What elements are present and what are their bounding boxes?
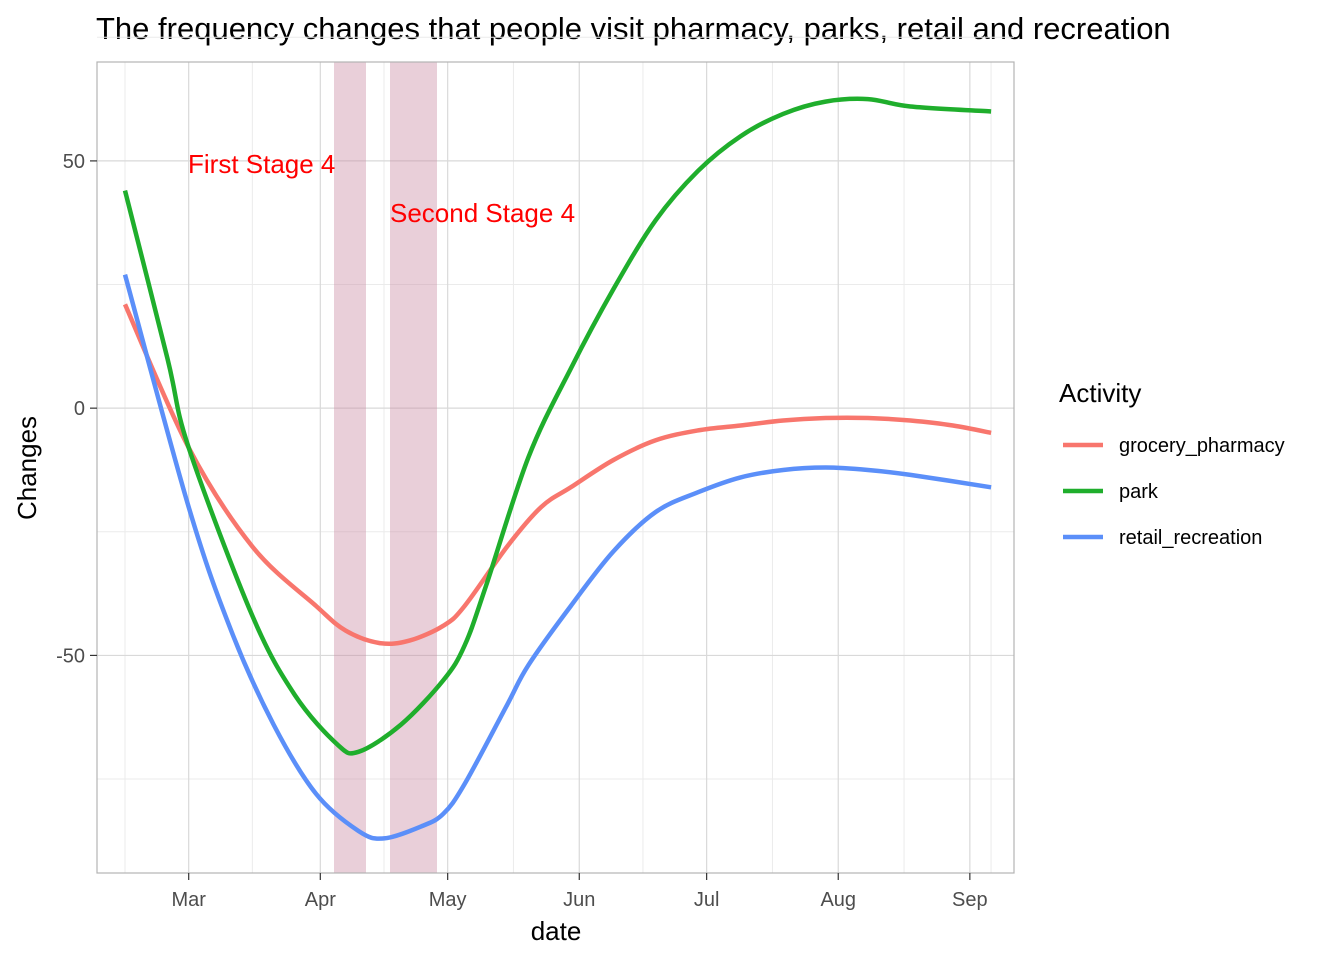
annotation-first-stage-4: First Stage 4 bbox=[188, 149, 335, 179]
y-tick-label: -50 bbox=[56, 645, 85, 667]
y-tick-label: 0 bbox=[74, 398, 85, 420]
first-stage-4-band bbox=[334, 62, 366, 873]
series-line-grocery_pharmacy bbox=[122, 303, 992, 647]
legend-label-park: park bbox=[1119, 481, 1159, 503]
stage-4-shading bbox=[334, 62, 437, 873]
y-tick-label: 50 bbox=[63, 151, 85, 173]
x-axis: Mar Apr May Jun Jul Aug Sep bbox=[171, 873, 988, 911]
plot-panel bbox=[96, 36, 1015, 874]
x-axis-title: date bbox=[531, 916, 582, 946]
x-tick-label: Mar bbox=[171, 889, 206, 911]
second-stage-4-band bbox=[390, 62, 437, 873]
x-tick-label: Sep bbox=[952, 889, 988, 911]
x-tick-label: Jun bbox=[563, 889, 595, 911]
legend-title: Activity bbox=[1059, 378, 1141, 408]
series-line-park bbox=[122, 96, 992, 756]
x-tick-label: Jul bbox=[694, 889, 720, 911]
series-lines bbox=[122, 96, 992, 841]
x-tick-label: May bbox=[429, 889, 467, 911]
chart-title: The frequency changes that people visit … bbox=[96, 11, 1171, 46]
legend-label-grocery_pharmacy: grocery_pharmacy bbox=[1119, 435, 1285, 457]
series-line-retail_recreation bbox=[122, 274, 992, 841]
panel-border bbox=[96, 61, 1015, 874]
y-axis: 50 0 -50 bbox=[56, 151, 97, 667]
x-tick-label: Apr bbox=[305, 889, 336, 911]
y-axis-title: Changes bbox=[12, 416, 42, 520]
x-tick-label: Aug bbox=[820, 889, 856, 911]
legend-label-retail_recreation: retail_recreation bbox=[1119, 527, 1262, 549]
annotation-second-stage-4: Second Stage 4 bbox=[390, 198, 575, 228]
